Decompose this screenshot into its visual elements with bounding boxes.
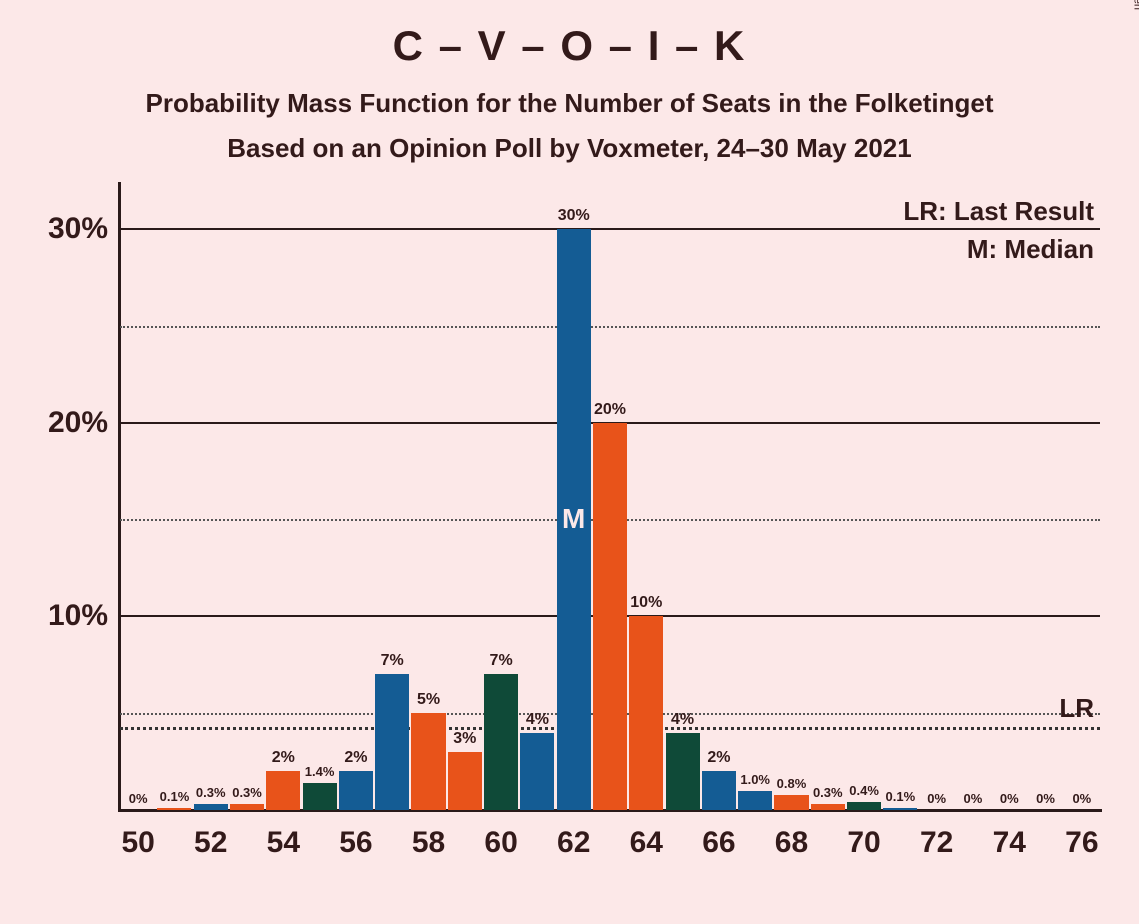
bar (303, 783, 337, 810)
bar (629, 616, 663, 810)
grid-minor (120, 326, 1100, 328)
bar-value-label: 2% (707, 749, 730, 767)
bar-value-label: 4% (671, 711, 694, 729)
bar-value-label: 4% (526, 711, 549, 729)
bar-value-label: 0.1% (160, 789, 190, 804)
y-tick-label: 30% (48, 212, 108, 246)
bar (847, 802, 881, 810)
x-tick-label: 60 (484, 826, 517, 860)
subtitle-2: Based on an Opinion Poll by Voxmeter, 24… (0, 119, 1139, 164)
bar (448, 752, 482, 810)
bar (411, 713, 445, 810)
bar-value-label: 0.8% (777, 776, 807, 791)
bar-value-label: 0% (964, 791, 983, 806)
bar-value-label: 2% (344, 749, 367, 767)
bar-value-label: 10% (630, 594, 662, 612)
bar (702, 771, 736, 810)
bar (666, 733, 700, 811)
bar (266, 771, 300, 810)
median-marker: M (562, 503, 585, 535)
bar-value-label: 0.4% (849, 783, 879, 798)
bar-value-label: 1.0% (740, 772, 770, 787)
bar (194, 804, 228, 810)
bar-value-label: 0.3% (232, 785, 262, 800)
y-axis (118, 182, 121, 812)
lr-short-label: LR (1059, 693, 1094, 724)
bar-value-label: 0.3% (196, 785, 226, 800)
bar-value-label: 3% (453, 730, 476, 748)
bar (774, 795, 808, 811)
copyright: © 2021 Filip van Laenen (1131, 0, 1139, 10)
bar (811, 804, 845, 810)
x-tick-label: 70 (847, 826, 880, 860)
y-tick-label: 10% (48, 599, 108, 633)
legend-last-result: LR: Last Result (903, 196, 1094, 227)
bar-value-label: 2% (272, 749, 295, 767)
bar (230, 804, 264, 810)
bar (593, 423, 627, 811)
bar (738, 791, 772, 810)
x-tick-label: 62 (557, 826, 590, 860)
bar-value-label: 0% (1000, 791, 1019, 806)
bar (375, 674, 409, 810)
bar-value-label: 5% (417, 691, 440, 709)
bar-value-label: 0% (129, 791, 148, 806)
bar-value-label: 7% (490, 652, 513, 670)
x-tick-label: 68 (775, 826, 808, 860)
bar (484, 674, 518, 810)
bar-value-label: 0.3% (813, 785, 843, 800)
title: C – V – O – I – K (0, 0, 1139, 70)
x-tick-label: 64 (630, 826, 663, 860)
y-tick-label: 20% (48, 406, 108, 440)
grid-major (120, 228, 1100, 230)
x-tick-label: 66 (702, 826, 735, 860)
x-tick-label: 72 (920, 826, 953, 860)
bar (883, 808, 917, 810)
bar-value-label: 7% (381, 652, 404, 670)
bar (339, 771, 373, 810)
bar-value-label: 0% (1036, 791, 1055, 806)
x-tick-label: 74 (993, 826, 1026, 860)
x-tick-label: 76 (1065, 826, 1098, 860)
bar (520, 733, 554, 811)
x-tick-label: 58 (412, 826, 445, 860)
bar-value-label: 1.4% (305, 764, 335, 779)
bar-value-label: 30% (558, 207, 590, 225)
x-tick-label: 52 (194, 826, 227, 860)
bar-value-label: 0% (1072, 791, 1091, 806)
x-tick-label: 54 (267, 826, 300, 860)
bar (157, 808, 191, 810)
chart: 10% 20% 30% 0% 0.1% 0.3% 0.3% 2% 1.4% 2% 7% 5% 3% 7% 4… (120, 190, 1100, 810)
bar-value-label: 20% (594, 401, 626, 419)
bar-value-label: 0.1% (886, 789, 916, 804)
bar-value-label: 0% (927, 791, 946, 806)
x-tick-label: 50 (121, 826, 154, 860)
subtitle-1: Probability Mass Function for the Number… (0, 70, 1139, 119)
legend-median: M: Median (967, 234, 1094, 265)
x-tick-label: 56 (339, 826, 372, 860)
